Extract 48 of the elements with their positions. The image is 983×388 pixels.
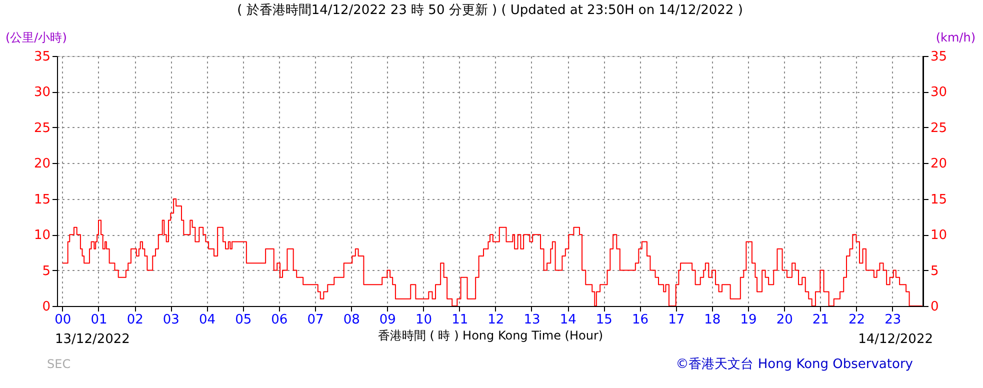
x-tick-label: 01 (90, 312, 108, 328)
chart-title: ( 於香港時間14/12/2022 23 時 50 分更新 ) ( Updated at 23:50H on 14/12/2022 ) (237, 3, 743, 18)
x-tick-label: 06 (271, 312, 288, 328)
x-tick-label: 02 (126, 312, 144, 328)
y2-tick-label: 25 (930, 120, 948, 136)
x-tick-label: 14 (560, 312, 576, 328)
x-tick-label: 23 (884, 312, 902, 328)
x-tick-label: 18 (704, 312, 721, 328)
y2-tick-label: 5 (930, 264, 939, 279)
y2-tick-label: 0 (930, 300, 939, 314)
x-tick-label: 17 (668, 312, 685, 328)
x-tick-label: 05 (235, 312, 252, 328)
y2-tick-label: 30 (930, 85, 948, 100)
x-tick-label: 10 (415, 312, 432, 328)
y-tick-label: 30 (34, 85, 50, 100)
x-tick-label: 22 (848, 312, 866, 328)
text: ©香港天文台 Hong Kong Observatory (676, 357, 914, 372)
text: SEC (47, 357, 71, 371)
x-tick-label: 12 (488, 312, 504, 328)
x-tick-label: 08 (343, 312, 360, 328)
x-axis-title: 香港時間 ( 時 ) Hong Kong Time (Hour) (378, 328, 604, 342)
y2-tick-label: 20 (930, 156, 948, 172)
y2-tick-label: 15 (930, 192, 948, 208)
x-tick-label: 04 (198, 312, 216, 328)
x-tick-label: 03 (162, 312, 180, 328)
y2-axis-title: (km/h) (936, 30, 976, 44)
y-axis-title: (公里/小時) (6, 30, 67, 44)
y-tick-label: 5 (42, 264, 50, 279)
x-tick-label: 00 (54, 312, 72, 328)
y-tick-label: 20 (34, 156, 50, 172)
y-tick-label: 25 (34, 120, 50, 136)
y-tick-label: 35 (34, 50, 50, 64)
text: 14/12/2022 (858, 332, 933, 347)
x-tick-label: 16 (632, 312, 649, 328)
x-tick-label: 20 (776, 312, 793, 328)
y-tick-label: 10 (34, 228, 50, 244)
x-tick-label: 15 (596, 312, 612, 328)
text: 13/12/2022 (55, 332, 130, 347)
x-tick-label: 19 (740, 312, 757, 328)
x-tick-label: 21 (812, 312, 829, 328)
x-tick-label: 09 (379, 312, 396, 328)
y-tick-label: 0 (42, 300, 50, 314)
y2-tick-label: 10 (930, 228, 948, 244)
x-tick-label: 13 (524, 312, 540, 328)
x-tick-label: 07 (307, 312, 324, 328)
y-tick-label: 15 (34, 192, 50, 208)
x-tick-label: 11 (452, 312, 468, 328)
y2-tick-label: 35 (930, 50, 948, 64)
